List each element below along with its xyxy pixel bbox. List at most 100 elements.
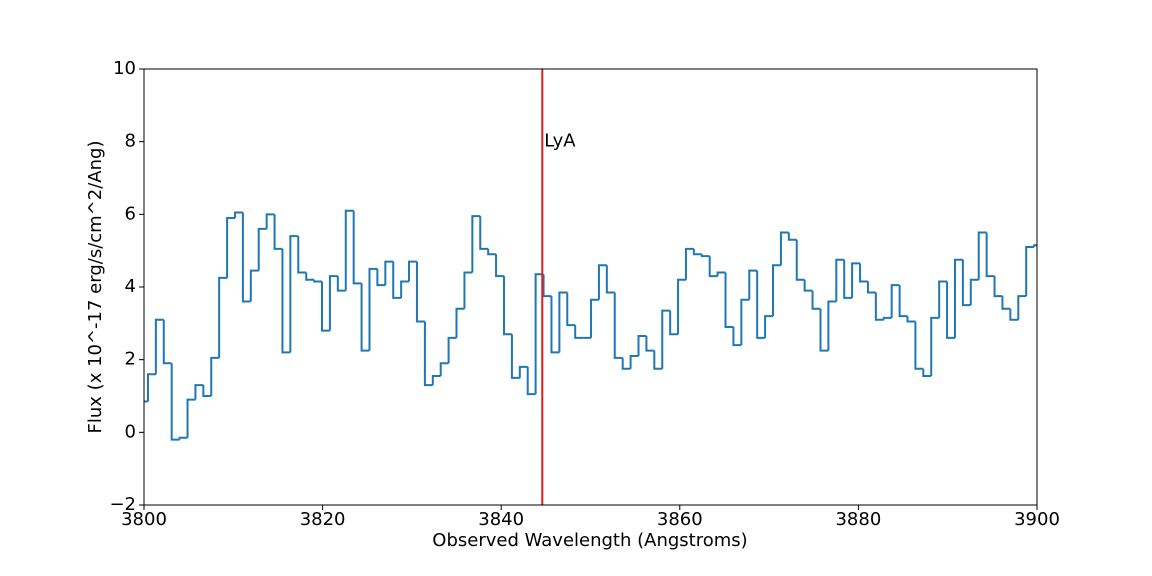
step-segment	[1001, 296, 1011, 310]
step-segment	[241, 212, 251, 303]
step-segment	[447, 336, 457, 364]
step-segment	[1009, 308, 1019, 321]
x-tick-label: 3800	[121, 509, 167, 530]
step-segment	[590, 298, 599, 338]
step-segment	[764, 315, 773, 338]
step-segment	[218, 276, 228, 358]
step-segment	[906, 316, 916, 323]
step-segment	[146, 373, 156, 402]
step-segment	[938, 280, 948, 318]
y-tick-label: −2	[109, 494, 136, 515]
step-segment	[376, 268, 386, 287]
step-segment	[645, 336, 655, 352]
x-tick-label: 3880	[835, 509, 881, 530]
step-segment	[226, 216, 235, 278]
step-segment	[771, 264, 781, 317]
step-segment	[305, 272, 315, 281]
step-segment	[946, 281, 955, 339]
step-segment	[558, 291, 568, 353]
step-segment	[257, 227, 267, 271]
step-segment	[629, 355, 639, 369]
step-segment	[732, 326, 742, 347]
step-segment	[787, 232, 797, 241]
step-segment	[479, 216, 489, 250]
step-segment	[716, 271, 726, 277]
step-segment	[321, 281, 330, 332]
step-segment	[756, 270, 766, 339]
step-segment	[930, 316, 940, 377]
step-segment	[977, 231, 987, 280]
step-segment	[400, 280, 410, 298]
step-segment	[510, 334, 520, 379]
step-segment	[890, 284, 900, 318]
step-segment	[740, 298, 750, 346]
step-segment	[289, 235, 299, 353]
plot-area	[144, 209, 1037, 441]
step-segment	[534, 273, 544, 395]
step-segment	[914, 321, 924, 370]
step-segment	[566, 292, 576, 327]
step-segment	[898, 285, 908, 318]
step-segment	[368, 267, 378, 351]
step-segment	[186, 398, 196, 438]
step-segment	[281, 248, 291, 354]
step-segment	[692, 248, 702, 256]
step-segment	[463, 271, 473, 309]
step-segment	[170, 363, 180, 441]
step-segment	[811, 290, 821, 310]
step-segment	[495, 254, 505, 278]
step-segment	[851, 262, 861, 298]
step-segment	[993, 276, 1003, 298]
y-tick-label: 0	[125, 421, 136, 442]
y-tick-label: 6	[125, 203, 136, 224]
step-segment	[431, 375, 441, 386]
step-segment	[922, 368, 932, 378]
step-segment	[542, 274, 552, 298]
step-segment	[779, 231, 789, 266]
step-segment	[574, 325, 584, 339]
step-segment	[859, 263, 868, 283]
step-segment	[154, 318, 164, 375]
step-segment	[178, 436, 188, 440]
step-segment	[1017, 295, 1027, 320]
step-segment	[439, 362, 449, 377]
y-tick-label: 2	[125, 349, 136, 370]
step-segment	[669, 310, 679, 336]
step-segment	[384, 260, 394, 286]
step-segment	[748, 269, 758, 300]
step-segment	[835, 258, 845, 302]
step-segment	[621, 357, 631, 370]
step-segment	[708, 256, 718, 278]
step-segment	[455, 307, 465, 338]
y-axis-label: Flux (x 10^-17 erg/s/cm^2/Ang)	[85, 141, 106, 434]
y-tick-label: 10	[113, 58, 136, 79]
step-segment	[328, 275, 338, 331]
step-segment	[700, 254, 710, 258]
step-segment	[795, 239, 805, 281]
step-segment	[273, 214, 283, 250]
x-tick-label: 3840	[478, 509, 524, 530]
step-segment	[985, 232, 995, 278]
step-segment	[352, 210, 362, 285]
step-segment	[677, 278, 686, 335]
plot-frame	[143, 68, 1038, 506]
step-segment	[613, 292, 623, 359]
step-segment	[1025, 246, 1035, 297]
step-segment	[953, 258, 963, 338]
step-segment	[392, 261, 402, 299]
step-segment	[819, 308, 829, 352]
step-segment	[313, 279, 323, 283]
step-segment	[882, 316, 892, 320]
step-segment	[265, 213, 275, 229]
step-segment	[843, 259, 853, 299]
step-segment	[487, 248, 497, 256]
step-segment	[605, 265, 615, 294]
step-segment	[415, 261, 425, 323]
step-segment	[597, 264, 607, 300]
step-segment	[803, 279, 813, 292]
step-segment	[661, 309, 671, 369]
step-segment	[653, 350, 663, 370]
step-segment	[503, 276, 512, 336]
